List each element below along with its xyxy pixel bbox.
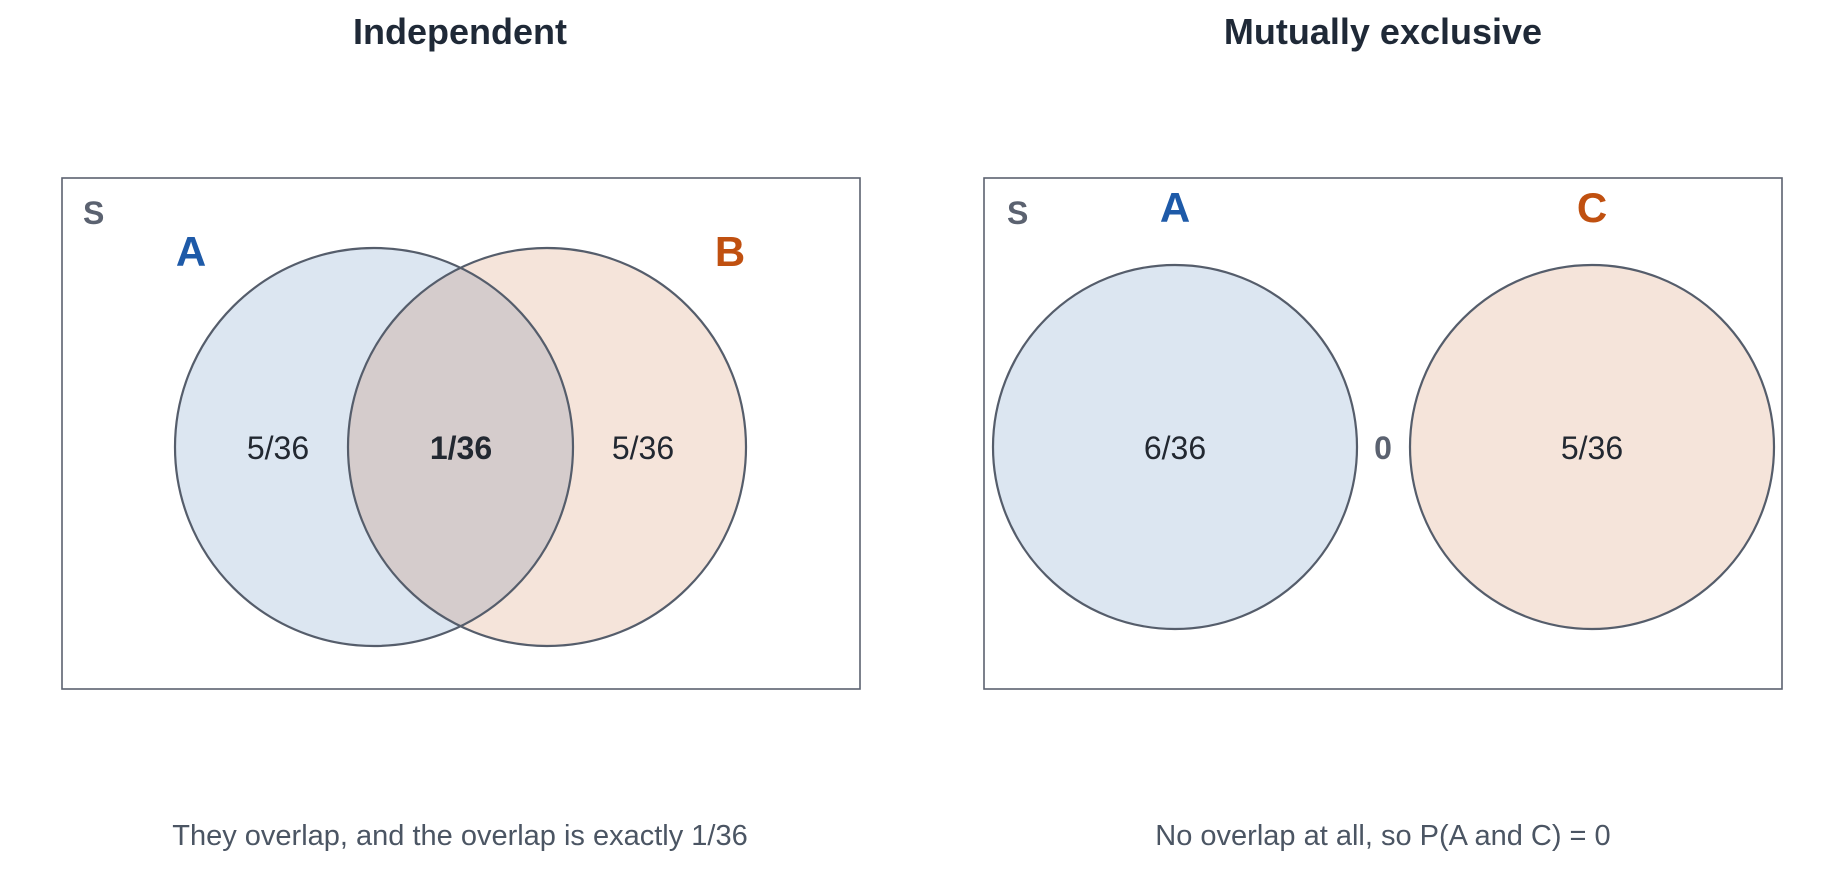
overlap-region-left	[348, 248, 573, 646]
set-a-label-left: A	[176, 228, 206, 275]
set-c-label-right: C	[1577, 184, 1607, 231]
sample-space-label-left: S	[83, 195, 104, 231]
mutually-exclusive-caption: No overlap at all, so P(A and C) = 0	[1155, 820, 1610, 852]
sample-space-label-right: S	[1007, 195, 1028, 231]
mutually-exclusive-panel: Mutually exclusive S A C 6/36 0 5/36 No …	[983, 11, 1783, 852]
region-a-value-right: 6/36	[1144, 430, 1206, 466]
region-b-only-value: 5/36	[612, 430, 674, 466]
set-a-circle-right	[991, 263, 1359, 631]
mutually-exclusive-title: Mutually exclusive	[1224, 11, 1542, 52]
region-a-only-value: 5/36	[247, 430, 309, 466]
region-c-value-right: 5/36	[1561, 430, 1623, 466]
set-a-label-right: A	[1160, 184, 1190, 231]
sample-space-frame-left	[61, 177, 861, 690]
region-overlap-value: 1/36	[430, 430, 492, 466]
set-b-outline-left	[346, 246, 748, 648]
set-b-label-left: B	[715, 228, 745, 275]
set-c-circle-right	[1408, 263, 1776, 631]
independent-panel: Independent S A B 5/36 1/36 5/36 They ov…	[61, 11, 861, 852]
region-gap-value: 0	[1374, 430, 1392, 466]
set-a-outline-left	[173, 246, 575, 648]
independent-caption: They overlap, and the overlap is exactly…	[172, 820, 748, 852]
independent-title: Independent	[353, 11, 567, 52]
sample-space-frame-right	[983, 177, 1783, 690]
